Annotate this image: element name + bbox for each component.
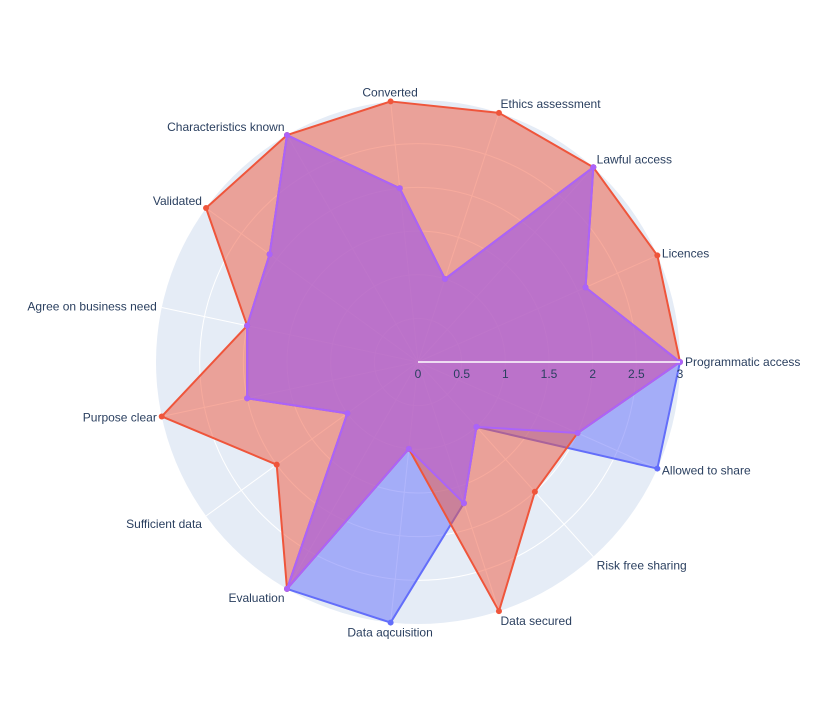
series-3-point-characteristics-known — [284, 132, 290, 139]
category-label-programmatic-access: Programmatic access — [685, 355, 800, 369]
series-3-point-data-secured — [460, 500, 467, 507]
radial-tick-label: 2 — [589, 367, 596, 381]
category-labels: Programmatic access Licences Lawful access… — [27, 85, 800, 639]
series-3-point-purpose-clear — [244, 395, 251, 402]
category-label-licences: Licences — [662, 246, 709, 260]
series-3-point-evaluation — [284, 585, 290, 592]
series-1-point-allowed-to-share — [654, 465, 661, 472]
radial-tick-label: 3 — [677, 367, 684, 381]
category-label-ethics-assessment: Ethics assessment — [501, 97, 602, 111]
category-label-evaluation: Evaluation — [228, 591, 284, 605]
series-2-point-purpose-clear — [158, 413, 165, 420]
category-label-validated: Validated — [153, 194, 202, 208]
category-label-converted: Converted — [362, 85, 417, 99]
radial-tick-label: 0.5 — [453, 367, 470, 381]
category-label-allowed-to-share: Allowed to share — [662, 464, 751, 478]
radial-tick-label: 1.5 — [541, 367, 558, 381]
category-label-risk-free-sharing: Risk free sharing — [597, 558, 687, 572]
series-3-point-validated — [266, 251, 273, 258]
category-label-characteristics-known: Characteristics known — [167, 120, 284, 134]
series-2-point-validated — [203, 205, 210, 212]
series-3-point-licences — [582, 284, 589, 291]
series-3-point-risk-free-sharing — [473, 423, 480, 430]
series-2-point-licences — [654, 252, 661, 259]
radial-tick-label: 2.5 — [628, 367, 645, 381]
category-label-sufficient-data: Sufficient data — [126, 517, 202, 531]
series-2-point-risk-free-sharing — [531, 488, 538, 495]
series-2-point-ethics-assessment — [495, 109, 502, 116]
series-3-point-sufficient-data — [344, 410, 351, 417]
series-2-point-sufficient-data — [273, 461, 280, 468]
category-label-data-secured: Data secured — [501, 614, 572, 628]
category-label-data-aqcuisition: Data aqcuisition — [347, 626, 432, 640]
series-2-point-data-secured — [495, 608, 502, 615]
series-3-point-ethics-assessment — [441, 275, 448, 282]
series-3-point-lawful-access — [590, 164, 597, 171]
series-3-point-agree-on-business-need — [244, 322, 251, 329]
series-2-point-converted — [387, 98, 394, 105]
category-label-purpose-clear: Purpose clear — [83, 411, 157, 425]
series-3-point-converted — [396, 185, 403, 192]
radial-tick-label: 1 — [502, 367, 509, 381]
series-3-point-allowed-to-share — [574, 430, 581, 437]
category-label-lawful-access: Lawful access — [597, 153, 672, 167]
series-3-point-data-aqcuisition — [405, 445, 412, 452]
radial-axis: 0 0.5 1 1.5 2 2.5 3 — [415, 361, 684, 381]
category-label-agree-on-business-need: Agree on business need — [27, 299, 156, 313]
series-1-point-data-aqcuisition — [387, 619, 394, 626]
radial-tick-label: 0 — [415, 367, 422, 381]
